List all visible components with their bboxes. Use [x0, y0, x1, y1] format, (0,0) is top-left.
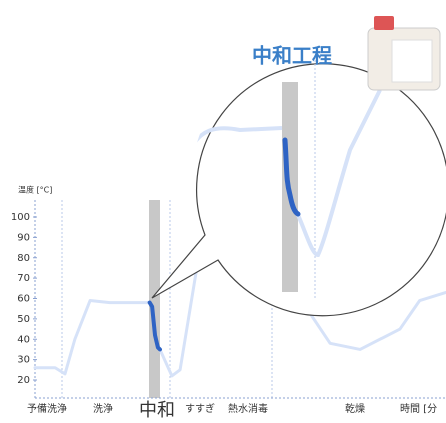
y-tick-label: 20 [17, 375, 30, 386]
neutral-band [149, 200, 160, 398]
phase-label: 洗浄 [93, 402, 113, 415]
y-tick-label: 70 [17, 273, 30, 284]
zoom-content [192, 60, 382, 300]
chart-title: 中和工程 [252, 44, 332, 68]
phase-label: 中和 [139, 400, 175, 421]
y-tick-label: 30 [17, 355, 30, 366]
series-line [147, 300, 162, 352]
y-tick-label: 90 [17, 232, 30, 243]
y-tick-label: 50 [17, 314, 30, 325]
phase-label: 熱水消毒 [228, 402, 268, 415]
phase-label: すすぎ [185, 402, 215, 415]
y-axis-label: 温度 [°C] [18, 185, 52, 195]
y-tick-label: 60 [17, 294, 30, 305]
product-image [367, 16, 441, 91]
y-tick-label: 100 [11, 212, 30, 223]
phase-label: 乾燥 [345, 402, 365, 415]
phase-label: 予備洗浄 [27, 402, 67, 415]
x-axis-label: 時間 [分 [400, 403, 437, 415]
y-tick-label: 80 [17, 253, 30, 264]
y-tick-label: 40 [17, 334, 30, 345]
